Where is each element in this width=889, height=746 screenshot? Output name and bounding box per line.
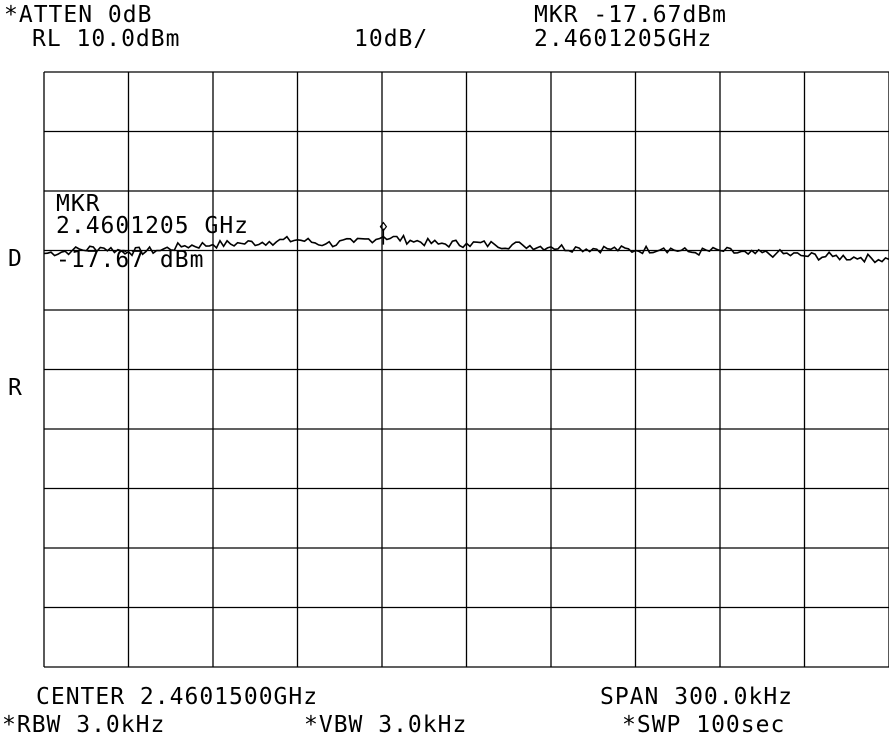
span-readout: SPAN 300.0kHz <box>600 684 794 710</box>
marker-freq-readout: 2.4601205GHz <box>534 26 713 52</box>
ref-level-readout: RL 10.0dBm <box>32 26 181 52</box>
spectrum-trace <box>43 233 889 264</box>
rbw-readout: *RBW 3.0kHz <box>2 712 166 738</box>
atten-readout: *ATTEN 0dB <box>4 2 153 28</box>
sweep-readout: *SWP 100sec <box>622 712 786 738</box>
marker-annotation-label: MKR <box>56 191 101 217</box>
marker-level-readout: MKR -17.67dBm <box>534 2 728 28</box>
center-freq-readout: CENTER 2.4601500GHz <box>36 684 319 710</box>
grid <box>43 71 889 668</box>
scale-readout: 10dB/ <box>354 26 429 52</box>
ref-label: R <box>8 375 23 401</box>
vbw-readout: *VBW 3.0kHz <box>304 712 468 738</box>
marker-symbol <box>379 221 388 245</box>
detector-label: D <box>8 246 23 272</box>
marker-diamond <box>379 221 388 232</box>
marker-annotation-freq: 2.4601205 GHz <box>56 213 250 239</box>
marker-annotation-level: -17.67 dBm <box>56 247 205 273</box>
